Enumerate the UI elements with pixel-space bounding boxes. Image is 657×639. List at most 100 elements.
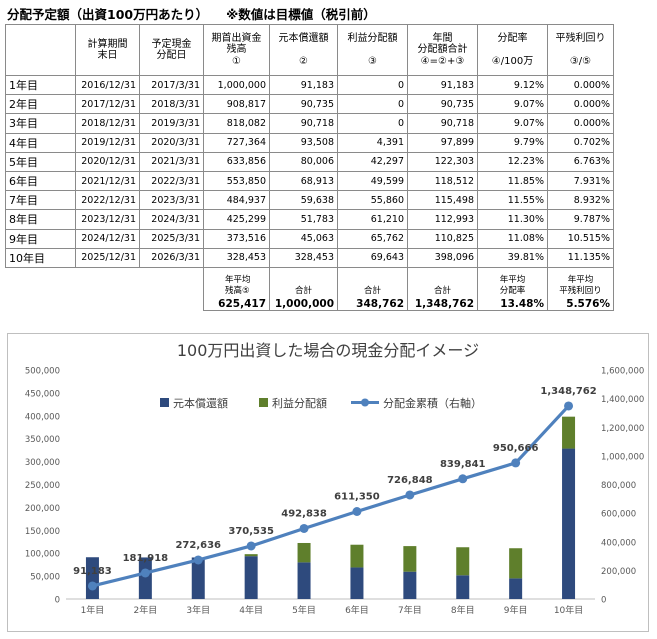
table-row: 3年目 2018/12/31 2019/3/31 818,082 90,718 0 90,7… [5, 113, 614, 134]
table-row: 6年目 2021/12/31 2022/3/31 553,850 68,913 49,59… [5, 170, 614, 192]
table-cell: 2017/3/31 [139, 74, 204, 96]
bar-profit [297, 542, 311, 563]
y-tick-label-left: 300,000 [25, 458, 60, 468]
table-cell: 51,783 [269, 209, 338, 230]
table-cell: 91,183 [407, 74, 478, 96]
table-row: 1年目 2016/12/31 2017/3/31 1,000,000 91,183 0 91… [5, 74, 614, 96]
heading-title: 分配予定額（出資100万円あたり） [7, 7, 209, 22]
data-label: 611,350 [334, 492, 380, 503]
table-cell: 115,498 [407, 190, 478, 211]
row-label-cell: 8年目 [5, 209, 76, 230]
table-cell: 80,006 [269, 151, 338, 172]
x-tick-label: 6年目 [345, 604, 369, 616]
header-cell: 予定現金 分配日 [139, 24, 204, 76]
header-text: ③ [368, 55, 377, 67]
y-tick-label-left: 250,000 [25, 481, 60, 491]
y-tick-label-left: 150,000 [25, 527, 60, 537]
table-cell: 2021/12/31 [75, 170, 140, 192]
table-row: 10年目 2025/12/31 2026/3/31 328,453 328,453 69,… [5, 247, 614, 268]
bar-principal [191, 557, 205, 599]
header-text: 末日 [97, 50, 118, 61]
table-cell: 0 [337, 113, 408, 134]
header-cell: 年間 分配額合計 ④=②+③ [407, 24, 478, 76]
table-cell: 633,856 [203, 151, 270, 172]
header-cell [5, 24, 76, 76]
table-cell: 12.23% [477, 151, 548, 172]
footer-profit-value: 348,762 [356, 297, 404, 310]
table-row: 9年目 2024/12/31 2025/3/31 373,516 45,063 65,76… [5, 228, 614, 249]
legend-label-cumulative: 分配金累積（右軸） [383, 396, 482, 410]
table-cell: 2026/3/31 [139, 247, 204, 268]
footer-avg-balance-value: 625,417 [218, 297, 266, 310]
bar-principal [403, 571, 417, 599]
x-tick-label: 9年目 [504, 604, 528, 616]
legend-marker-cumulative [361, 398, 369, 407]
table-row: 4年目 2019/12/31 2020/3/31 727,364 93,508 4,391… [5, 132, 614, 153]
table-cell: 2022/12/31 [75, 190, 140, 211]
footer-yield-label: 年平均 平残利回り [559, 274, 602, 296]
table-cell: 93,508 [269, 132, 338, 153]
header-cell: 分配率 ④/100万 [477, 24, 548, 76]
distribution-table: 計算期間 末日 予定現金 分配日 期首出資金 残高 ① 元本償還額 ② 利益分配額 ③ 年間 分配額合計… [5, 24, 614, 311]
table-cell: 90,718 [269, 113, 338, 134]
table-cell: 91,183 [269, 74, 338, 96]
table-cell: 0 [337, 74, 408, 96]
table-cell: 328,453 [269, 247, 338, 268]
bar-principal [562, 448, 576, 599]
table-cell: 553,850 [203, 170, 270, 192]
bar-principal [297, 562, 311, 599]
table-cell: 328,453 [203, 247, 270, 268]
footer-profit-total: 合計 348,762 [337, 266, 408, 311]
cumulative-point [352, 507, 362, 517]
table-cell: 42,297 [337, 151, 408, 172]
y-tick-label-right: 800,000 [601, 481, 636, 491]
bar-profit [403, 546, 417, 572]
y-tick-label-left: 350,000 [25, 435, 60, 445]
table-cell: 9.79% [477, 132, 548, 153]
table-header-row: 計算期間 末日 予定現金 分配日 期首出資金 残高 ① 元本償還額 ② 利益分配額 ③ 年間 分配額合計… [5, 24, 614, 76]
chart-title: 100万円出資した場合の現金分配イメージ [177, 341, 479, 360]
table-cell: 398,096 [407, 247, 478, 268]
x-tick-label: 10年目 [554, 604, 583, 616]
table-cell: 9.787% [547, 209, 614, 230]
footer-annual-value: 1,348,762 [414, 297, 474, 310]
table-cell: 9.07% [477, 94, 548, 115]
table-cell: 97,899 [407, 132, 478, 153]
header-text: 計算期間 [87, 38, 128, 50]
table-cell: 11.30% [477, 209, 548, 230]
x-tick-label: 2年目 [133, 604, 157, 616]
y-tick-label-right: 200,000 [601, 567, 636, 577]
heading-note: ※数値は目標値（税引前） [226, 7, 376, 22]
footer-avg-balance-label: 年平均 残高⑤ [225, 274, 251, 296]
table-cell: 11.08% [477, 228, 548, 249]
table-cell: 0 [337, 94, 408, 115]
table-cell: 112,993 [407, 209, 478, 230]
footer-principal-value: 1,000,000 [274, 297, 334, 310]
x-tick-label: 1年目 [81, 604, 105, 616]
table-cell: 11.55% [477, 190, 548, 211]
row-label-cell: 7年目 [5, 190, 76, 211]
legend-swatch-principal [160, 398, 169, 407]
table-cell: 39.81% [477, 247, 548, 268]
header-text: ④=②+③ [420, 55, 465, 67]
table-cell: 818,082 [203, 113, 270, 134]
y-tick-label-right: 400,000 [601, 538, 636, 548]
table-cell: 2025/12/31 [75, 247, 140, 268]
table-cell: 45,063 [269, 228, 338, 249]
table-cell: 9.12% [477, 74, 548, 96]
table-cell: 1,000,000 [203, 74, 270, 96]
x-tick-label: 4年目 [239, 604, 263, 616]
table-cell: 90,735 [407, 94, 478, 115]
footer-annual-label: 合計 [433, 285, 451, 296]
header-text: 分配日 [156, 50, 187, 61]
table-cell: 9.07% [477, 113, 548, 134]
y-tick-label-left: 200,000 [25, 504, 60, 514]
x-tick-label: 5年目 [292, 604, 316, 616]
bar-profit [509, 548, 523, 579]
y-tick-label-left: 50,000 [30, 573, 60, 583]
table-header: 計算期間 末日 予定現金 分配日 期首出資金 残高 ① 元本償還額 ② 利益分配額 ③ 年間 分配額合計… [5, 24, 614, 76]
header-text: 残高 [226, 44, 247, 56]
cumulative-point [299, 523, 309, 533]
table-cell: 110,825 [407, 228, 478, 249]
table-cell: 90,735 [269, 94, 338, 115]
